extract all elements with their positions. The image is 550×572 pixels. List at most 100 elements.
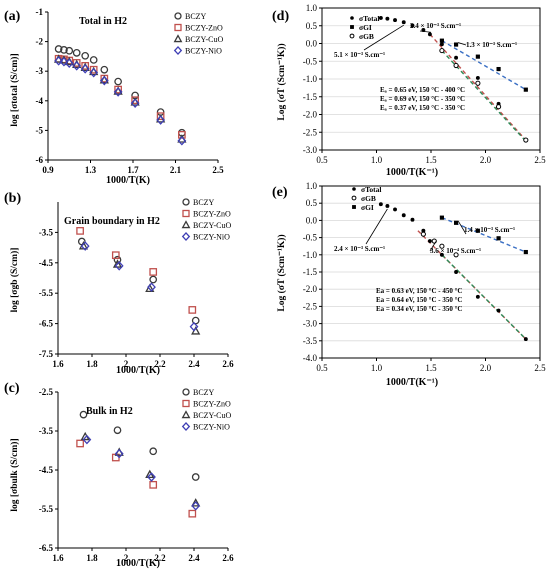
fit-label: Eₐ = 0.65 eV, 150 °C - 400 °C [380,86,465,94]
legend-label: σGI [361,203,374,212]
x-tick-label: 2.5 [534,363,546,373]
data-point [114,77,122,86]
y-tick-label: -4.5 [39,258,54,268]
data-point [454,55,459,60]
data-point [475,228,480,233]
data-point [439,38,444,43]
data-point [523,249,528,255]
data-point [191,501,201,511]
panel-d: (d) 1000/T(K⁻¹) Log (σT (Scm⁻¹K)) 0.5 1.0… [270,0,550,178]
fit-label: Eₐ = 0.69 eV, 150 °C - 350 °C [380,95,465,103]
data-point [378,15,383,20]
data-point [64,58,74,69]
x-tick-label: 1.5 [425,155,437,165]
x-tick-label: 2.0 [480,155,492,165]
y-tick-label: -5.5 [39,288,54,298]
data-point [80,64,90,74]
y-tick-label: 0.0 [306,215,318,225]
annotation-arrow [363,24,404,51]
y-tick-label: -1.5 [303,267,318,277]
x-axis-label: 1000/T(K) [116,558,160,569]
panel-label: (d) [272,9,289,24]
data-point [523,337,528,342]
data-point [82,434,92,445]
legend-label: σTotal [359,14,379,23]
x-tick-label: 2 [124,359,129,369]
data-point [496,236,501,241]
series-bczy-nio [80,241,199,332]
y-tick-label: -4.5 [39,465,54,475]
y-tick-label: -5 [36,125,44,135]
x-tick-label: 2.4 [188,359,200,369]
y-axis-label: Log (σT (Scm⁻¹K)) [276,234,287,311]
panel-b: (b) Grain boundary in H2 1000/T(K) log [… [0,190,270,380]
fit-label: Eₐ = 0.37 eV, 150 °C - 350 °C [380,104,465,112]
data-point [401,20,406,25]
data-point [188,509,197,518]
data-point [475,75,480,80]
y-tick-label: -2.5 [303,127,318,137]
data-point [453,42,459,47]
y-tick-label: 0.0 [306,39,318,49]
data-point [454,270,459,274]
y-tick-label: -2 [36,37,44,47]
data-point [76,439,84,448]
data-point [453,252,459,258]
data-point [439,243,445,249]
data-point [385,204,390,208]
x-tick-label: 2.6 [222,359,234,369]
legend: BCZY BCZY-ZnO BCZY-CuO BCZY-NiO [173,12,223,56]
y-axis-label: log [σtotal (S/cm)] [9,53,20,126]
data-point [72,61,82,71]
data-point [149,275,158,284]
data-point [89,65,98,74]
legend-marker [173,34,183,43]
legend-label: BCZY [185,12,207,21]
data-point [439,252,444,257]
series-bczy-nio [82,434,201,511]
series-bczy-zno [76,227,197,314]
y-tick-label: -3.5 [303,336,318,346]
series--gi [439,38,528,92]
chart-a-svg: (a) Total in H2 1000/T(K) log [σtotal (S… [4,7,224,186]
data-point [188,306,197,314]
legend-label: BCZY [193,198,215,207]
data-point [439,215,444,220]
legend-marker [182,399,190,408]
y-axis-label: log [σgb (S/cm)] [9,248,20,313]
data-point [130,98,140,108]
data-point [100,65,109,74]
y-tick-label: -5.5 [39,504,54,514]
data-point [439,48,445,54]
data-point [439,42,444,47]
legend-marker [349,33,355,39]
annotation-arrow [419,30,431,33]
y-axis-label: log [σbulk (S/cm)] [9,438,20,511]
legend-label: BCZY-CuO [193,221,231,230]
data-point [89,67,99,78]
data-point [427,32,432,37]
x-tick-label: 0.5 [316,155,328,165]
y-tick-label: 1.0 [306,3,318,13]
panel-label: (e) [272,185,288,200]
data-point [113,426,122,435]
y-tick-label: -6.5 [39,319,54,329]
y-tick-label: -3.0 [303,319,318,329]
data-point [393,207,397,212]
data-point [147,472,156,482]
chart-title: Grain boundary in H2 [64,216,160,227]
data-point [421,228,426,233]
legend: BCZY BCZY-ZnO BCZY-CuO BCZY-NiO [181,388,231,432]
legend-marker [181,231,191,242]
y-tick-label: -1.0 [303,250,318,260]
legend-marker [350,16,354,20]
x-tick-label: 2.6 [222,553,234,563]
x-axis-label: 1000/T(K) [106,175,150,186]
y-tick-label: -1.0 [303,74,318,84]
data-point [523,137,529,143]
chart-title: Total in H2 [79,16,127,27]
series-bczy-cuo [80,431,201,507]
plot-area: 0.5 1.0 1.5 2.0 2.5 1.0 0.5 0.0 -0.5 -1.0 -1.5 -2.0… [303,3,546,165]
